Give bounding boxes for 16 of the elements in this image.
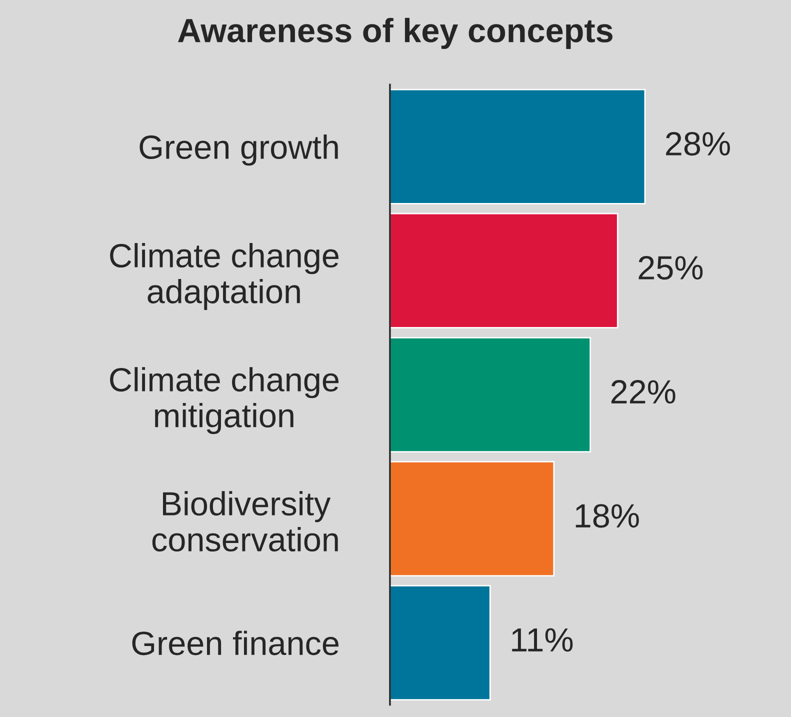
bar [390, 88, 646, 204]
y-tick-label: Climate change adaptation [110, 243, 338, 310]
chart-title: Awareness of key concepts [178, 18, 612, 49]
y-tick-label: Green finance [132, 630, 338, 656]
y-tick-label: Climate change mitigation [110, 367, 338, 434]
y-tick-label: Green growth [140, 134, 338, 166]
y-tick-label: Biodiversity conservation [152, 491, 338, 552]
data-label: 11% [512, 628, 573, 652]
data-label: 18% [576, 504, 639, 528]
bar [390, 212, 618, 328]
data-label: 28% [666, 132, 730, 156]
bar [390, 460, 555, 577]
data-label: 22% [611, 380, 676, 404]
bar [390, 336, 592, 452]
data-label: 25% [638, 256, 703, 280]
bar [390, 585, 491, 701]
